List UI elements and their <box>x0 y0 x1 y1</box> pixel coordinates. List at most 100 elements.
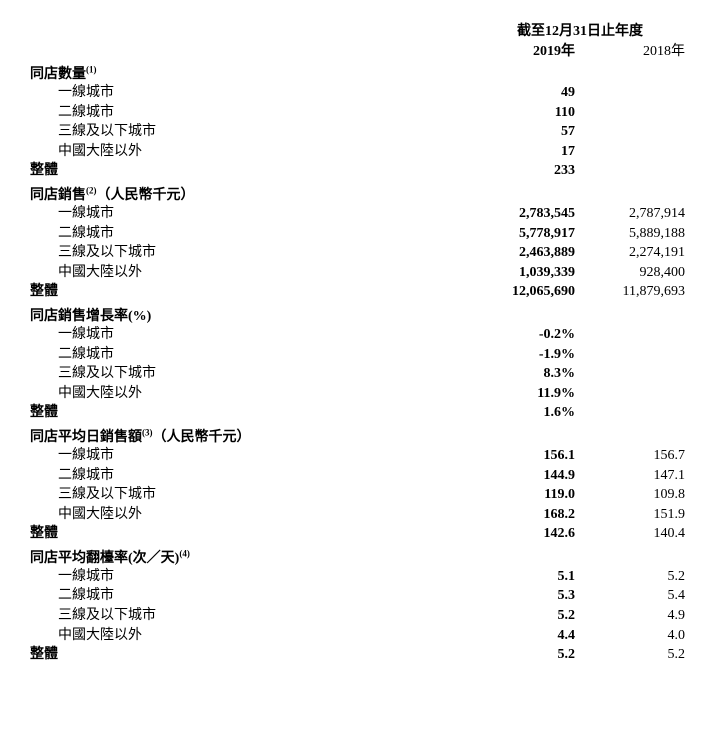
table-row: 中國大陸以外4.44.0 <box>30 626 685 646</box>
row-label: 中國大陸以外 <box>30 384 475 404</box>
row-label: 中國大陸以外 <box>30 142 475 162</box>
table-row: 一線城市-0.2% <box>30 325 685 345</box>
table-row: 一線城市156.1156.7 <box>30 446 685 466</box>
table-row: 一線城市5.15.2 <box>30 567 685 587</box>
value-2018: 156.7 <box>585 446 685 466</box>
table-row: 二線城市5,778,9175,889,188 <box>30 224 685 244</box>
total-row: 整體5.25.2 <box>30 645 685 665</box>
value-2019: 57 <box>475 122 585 142</box>
section-header: 同店平均翻檯率(次／天)(4) <box>30 547 685 567</box>
total-2019: 233 <box>475 161 585 181</box>
total-2018 <box>585 403 685 423</box>
table-row: 中國大陸以外168.2151.9 <box>30 505 685 525</box>
total-row: 整體233 <box>30 161 685 181</box>
value-2019: -1.9% <box>475 345 585 365</box>
total-label: 整體 <box>30 282 475 302</box>
table-row: 二線城市-1.9% <box>30 345 685 365</box>
section-title: 同店銷售(2)（人民幣千元） <box>30 184 685 204</box>
value-2018: 2,274,191 <box>585 243 685 263</box>
value-2019: 11.9% <box>475 384 585 404</box>
row-label: 一線城市 <box>30 567 475 587</box>
value-2019: 2,463,889 <box>475 243 585 263</box>
year-header-row: 2019年 2018年 <box>30 40 685 60</box>
table-row: 二線城市5.35.4 <box>30 586 685 606</box>
section-header: 同店數量(1) <box>30 63 685 83</box>
total-2018: 11,879,693 <box>585 282 685 302</box>
row-label: 中國大陸以外 <box>30 626 475 646</box>
total-2019: 5.2 <box>475 645 585 665</box>
year-2019-header: 2019年 <box>475 40 585 60</box>
financial-table: 同店數量(1)一線城市49二線城市110三線及以下城市57中國大陸以外17整體2… <box>30 63 685 665</box>
table-row: 三線及以下城市2,463,8892,274,191 <box>30 243 685 263</box>
table-row: 三線及以下城市119.0109.8 <box>30 485 685 505</box>
table-row: 中國大陸以外17 <box>30 142 685 162</box>
section-title: 同店平均翻檯率(次／天)(4) <box>30 547 685 567</box>
table-row: 中國大陸以外1,039,339928,400 <box>30 263 685 283</box>
value-2019: 144.9 <box>475 466 585 486</box>
value-2019: 110 <box>475 103 585 123</box>
total-label: 整體 <box>30 403 475 423</box>
row-label: 二線城市 <box>30 345 475 365</box>
value-2019: 49 <box>475 83 585 103</box>
value-2018: 147.1 <box>585 466 685 486</box>
section-title: 同店銷售增長率(%) <box>30 305 685 325</box>
total-2018 <box>585 161 685 181</box>
period-header: 截至12月31日止年度 <box>30 20 685 40</box>
value-2019: 2,783,545 <box>475 204 585 224</box>
value-2018 <box>585 384 685 404</box>
total-label: 整體 <box>30 524 475 544</box>
total-2019: 1.6% <box>475 403 585 423</box>
section-title: 同店數量(1) <box>30 63 685 83</box>
value-2018: 928,400 <box>585 263 685 283</box>
table-row: 二線城市144.9147.1 <box>30 466 685 486</box>
total-row: 整體1.6% <box>30 403 685 423</box>
total-label: 整體 <box>30 161 475 181</box>
value-2019: -0.2% <box>475 325 585 345</box>
value-2019: 5.3 <box>475 586 585 606</box>
value-2019: 5,778,917 <box>475 224 585 244</box>
value-2018: 2,787,914 <box>585 204 685 224</box>
total-2018: 140.4 <box>585 524 685 544</box>
total-row: 整體12,065,69011,879,693 <box>30 282 685 302</box>
row-label: 二線城市 <box>30 224 475 244</box>
value-2018: 4.9 <box>585 606 685 626</box>
table-row: 三線及以下城市8.3% <box>30 364 685 384</box>
total-label: 整體 <box>30 645 475 665</box>
value-2018: 109.8 <box>585 485 685 505</box>
row-label: 二線城市 <box>30 466 475 486</box>
value-2019: 5.2 <box>475 606 585 626</box>
section-header: 同店銷售增長率(%) <box>30 305 685 325</box>
value-2019: 5.1 <box>475 567 585 587</box>
value-2018 <box>585 345 685 365</box>
value-2019: 119.0 <box>475 485 585 505</box>
row-label: 三線及以下城市 <box>30 606 475 626</box>
row-label: 三線及以下城市 <box>30 243 475 263</box>
table-row: 一線城市49 <box>30 83 685 103</box>
value-2018 <box>585 83 685 103</box>
value-2019: 17 <box>475 142 585 162</box>
value-2018: 151.9 <box>585 505 685 525</box>
value-2018: 5.2 <box>585 567 685 587</box>
row-label: 二線城市 <box>30 586 475 606</box>
section-title: 同店平均日銷售額(3)（人民幣千元） <box>30 426 685 446</box>
table-row: 三線及以下城市5.24.9 <box>30 606 685 626</box>
total-row: 整體142.6140.4 <box>30 524 685 544</box>
row-label: 二線城市 <box>30 103 475 123</box>
row-label: 三線及以下城市 <box>30 122 475 142</box>
total-2018: 5.2 <box>585 645 685 665</box>
row-label: 中國大陸以外 <box>30 263 475 283</box>
row-label: 一線城市 <box>30 204 475 224</box>
row-label: 三線及以下城市 <box>30 485 475 505</box>
row-label: 一線城市 <box>30 83 475 103</box>
section-header: 同店平均日銷售額(3)（人民幣千元） <box>30 426 685 446</box>
year-2018-header: 2018年 <box>585 40 685 60</box>
row-label: 一線城市 <box>30 325 475 345</box>
row-label: 三線及以下城市 <box>30 364 475 384</box>
row-label: 一線城市 <box>30 446 475 466</box>
table-row: 一線城市2,783,5452,787,914 <box>30 204 685 224</box>
table-row: 中國大陸以外11.9% <box>30 384 685 404</box>
value-2018 <box>585 122 685 142</box>
row-label: 中國大陸以外 <box>30 505 475 525</box>
value-2018: 4.0 <box>585 626 685 646</box>
total-2019: 142.6 <box>475 524 585 544</box>
